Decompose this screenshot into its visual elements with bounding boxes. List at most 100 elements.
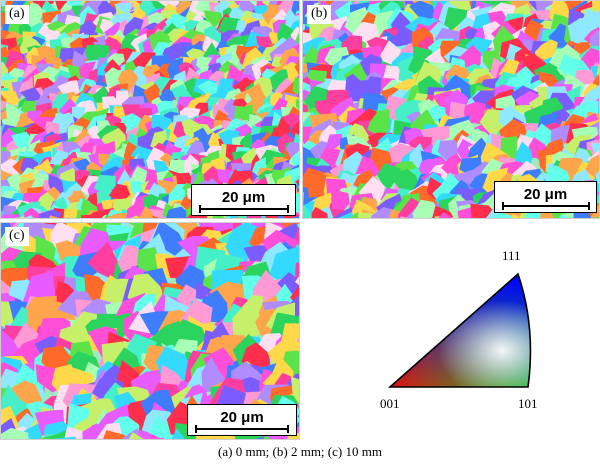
grain <box>377 163 401 190</box>
grain <box>49 217 53 218</box>
grain <box>160 437 164 439</box>
grain <box>108 183 131 203</box>
grain <box>370 206 392 218</box>
grain <box>432 205 454 218</box>
grain <box>38 437 43 439</box>
ipf-label-111: 111 <box>502 248 521 263</box>
grain <box>358 175 385 208</box>
figure-caption: (a) 0 mm; (b) 2 mm; (c) 10 mm <box>218 444 382 459</box>
grain <box>595 171 599 185</box>
grain <box>255 437 266 439</box>
grain <box>96 218 121 219</box>
panel-label-c: (c) <box>5 227 29 246</box>
grain <box>296 185 299 189</box>
grain <box>130 215 141 218</box>
grain <box>298 109 299 111</box>
panel-label-b: (b) <box>307 5 332 24</box>
grain <box>399 216 409 218</box>
grain <box>290 376 299 403</box>
grain <box>176 215 187 218</box>
grain <box>511 213 522 218</box>
grain <box>246 83 268 107</box>
grain <box>298 93 299 99</box>
grain <box>107 213 128 218</box>
grain <box>582 217 583 218</box>
grain <box>223 216 232 218</box>
scale-bar-c: 20 μm <box>187 404 297 436</box>
grain <box>168 159 189 174</box>
grain <box>413 61 444 86</box>
grain <box>54 436 77 439</box>
grain <box>213 438 216 439</box>
grain <box>43 438 57 439</box>
grain <box>295 98 299 111</box>
panel-label-a: (a) <box>5 5 29 24</box>
grain <box>232 302 266 340</box>
grain <box>165 206 187 218</box>
grain <box>1 427 29 439</box>
grain <box>409 1 437 22</box>
grain <box>87 241 122 281</box>
scale-bar-label-c: 20 μm <box>220 409 264 426</box>
grain <box>418 158 444 179</box>
grain <box>114 292 146 321</box>
grain <box>149 434 163 439</box>
grain <box>152 223 186 256</box>
grain <box>292 76 299 97</box>
grain <box>171 428 186 439</box>
scale-bar-line-a <box>198 205 289 213</box>
grain <box>102 430 129 439</box>
ebsd-map-b: (b) 20 μm <box>302 0 600 219</box>
grain <box>367 108 390 139</box>
grain <box>472 90 495 114</box>
grain <box>93 174 116 195</box>
grain <box>303 218 326 219</box>
grain <box>584 154 599 180</box>
grain <box>24 9 47 31</box>
grain <box>594 216 599 218</box>
grain-map-b <box>303 1 599 219</box>
grain <box>294 62 299 75</box>
grain <box>354 155 382 178</box>
grain-map-c <box>1 223 299 439</box>
ipf-label-101: 101 <box>518 396 538 411</box>
grain <box>38 209 63 218</box>
grain <box>1 214 20 218</box>
grain <box>183 437 190 439</box>
grain <box>276 437 284 439</box>
grain <box>438 212 454 218</box>
grain <box>331 189 350 211</box>
scale-bar-label-a: 20 μm <box>221 189 266 206</box>
grain <box>23 215 34 218</box>
grain <box>125 200 147 218</box>
grain <box>152 215 160 218</box>
grain <box>428 217 432 218</box>
grain <box>222 217 224 218</box>
grain <box>293 216 299 218</box>
grain <box>311 206 329 218</box>
scale-bar-line-c <box>195 425 289 433</box>
grain <box>19 216 26 218</box>
scale-bar-a: 20 μm <box>191 184 296 216</box>
grain <box>471 217 477 218</box>
grain <box>139 205 154 218</box>
grain <box>234 104 253 121</box>
grain <box>197 80 219 99</box>
grain <box>298 404 299 411</box>
ebsd-map-a: (a) 20 μm <box>0 0 300 219</box>
grain <box>559 214 570 218</box>
grain <box>297 414 299 418</box>
grain <box>294 276 299 286</box>
grain <box>45 29 62 43</box>
scale-bar-b: 20 μm <box>494 181 597 213</box>
grain <box>493 211 515 218</box>
ebsd-map-c: (c) 20 μm <box>0 222 300 440</box>
grain <box>127 216 132 218</box>
grain <box>81 213 97 218</box>
grain <box>24 207 43 218</box>
grain <box>303 205 313 218</box>
scale-bar-label-b: 20 μm <box>523 186 568 203</box>
ipf-label-001: 001 <box>380 396 400 411</box>
grain <box>146 217 148 218</box>
ipf-triangle <box>387 272 532 388</box>
